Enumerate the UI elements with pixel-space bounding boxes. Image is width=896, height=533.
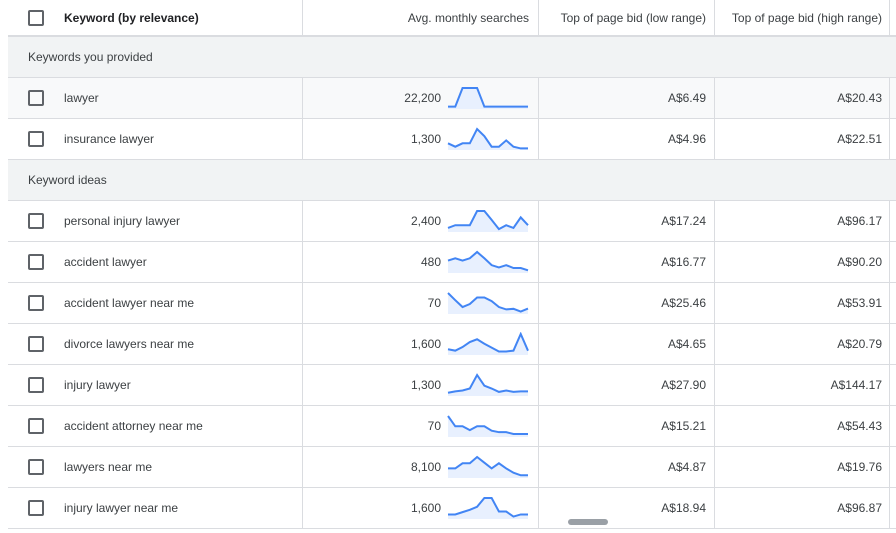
sparkline-area — [448, 129, 528, 150]
high-bid: A$20.43 — [715, 78, 890, 118]
avg-searches: 1,300 — [410, 132, 441, 146]
low-bid: A$6.49 — [539, 78, 715, 118]
sparkline-line — [447, 332, 529, 353]
trend-sparkline — [447, 127, 528, 150]
table-row[interactable]: injury lawyer 1,300 A$27.90 A$144.17 — [8, 365, 896, 406]
sparkline-area — [448, 293, 528, 314]
trend-sparkline — [448, 455, 528, 478]
keyword-text: divorce lawyers near me — [64, 337, 195, 351]
low-bid: A$17.24 — [539, 201, 715, 241]
sparkline-line — [447, 373, 528, 394]
low-bid: A$18.94 — [539, 488, 715, 528]
avg-searches: 1,600 — [410, 337, 441, 351]
group-header: Keywords you provided — [8, 37, 896, 78]
sparkline-area — [448, 457, 528, 478]
trend-sparkline — [447, 332, 529, 355]
sparkline-line — [447, 415, 528, 435]
low-bid: A$4.96 — [539, 119, 715, 159]
trend-sparkline — [448, 497, 528, 519]
avg-searches: 70 — [427, 419, 441, 433]
high-bid: A$53.91 — [715, 283, 890, 323]
sparkline-area — [448, 88, 528, 109]
table-row[interactable]: insurance lawyer 1,300 A$4.96 A$22.51 — [8, 119, 896, 160]
trend-sparkline — [447, 210, 529, 232]
trend-sparkline — [447, 415, 528, 437]
header-searches[interactable]: Avg. monthly searches — [303, 0, 539, 35]
row-checkbox[interactable] — [28, 90, 44, 106]
table-body: Keywords you provided lawyer 22,200 A$6.4… — [8, 37, 896, 529]
row-checkbox[interactable] — [28, 418, 44, 434]
sparkline-line — [447, 127, 528, 150]
row-checkbox[interactable] — [28, 377, 44, 393]
keyword-text: insurance lawyer — [64, 132, 155, 146]
sparkline-line — [448, 87, 528, 108]
keyword-text: accident attorney near me — [64, 419, 203, 433]
sparkline-line — [447, 210, 529, 231]
keyword-text: lawyer — [64, 91, 99, 105]
row-checkbox[interactable] — [28, 336, 44, 352]
low-bid: A$15.21 — [539, 406, 715, 446]
header-keyword[interactable]: Keyword (by relevance) — [64, 10, 199, 25]
avg-searches: 22,200 — [404, 91, 441, 105]
table-header: Keyword (by relevance) Avg. monthly sear… — [8, 0, 896, 37]
high-bid: A$54.43 — [715, 406, 890, 446]
high-bid: A$20.79 — [715, 324, 890, 364]
table-row[interactable]: divorce lawyers near me 1,600 A$4.65 A$2… — [8, 324, 896, 365]
avg-searches: 8,100 — [410, 460, 441, 474]
table-row[interactable]: lawyer 22,200 A$6.49 A$20.43 — [8, 78, 896, 119]
row-checkbox[interactable] — [28, 131, 44, 147]
row-checkbox[interactable] — [28, 213, 44, 229]
row-checkbox[interactable] — [28, 295, 44, 311]
table-row[interactable]: accident lawyer near me 70 A$25.46 A$53.… — [8, 283, 896, 324]
table-row[interactable]: personal injury lawyer 2,400 A$17.24 A$9… — [8, 201, 896, 242]
header-low-bid[interactable]: Top of page bid (low range) — [539, 0, 715, 35]
sparkline-line — [448, 455, 528, 477]
low-bid: A$4.65 — [539, 324, 715, 364]
low-bid: A$16.77 — [539, 242, 715, 282]
row-checkbox[interactable] — [28, 500, 44, 516]
keyword-text: lawyers near me — [64, 460, 153, 474]
high-bid: A$96.17 — [715, 201, 890, 241]
avg-searches: 2,400 — [410, 214, 441, 228]
high-bid: A$90.20 — [715, 242, 890, 282]
table-row[interactable]: accident lawyer 480 A$16.77 A$90.20 — [8, 242, 896, 283]
keyword-text: accident lawyer near me — [64, 296, 195, 310]
avg-searches: 70 — [427, 296, 441, 310]
table-row[interactable]: accident attorney near me 70 A$15.21 A$5… — [8, 406, 896, 447]
sparkline-area — [448, 416, 528, 437]
horizontal-scrollbar[interactable] — [568, 519, 608, 525]
trend-sparkline — [447, 250, 529, 273]
high-bid: A$96.87 — [715, 488, 890, 528]
keyword-text: accident lawyer — [64, 255, 147, 269]
sparkline-line — [447, 292, 529, 313]
keyword-text: injury lawyer near me — [64, 501, 179, 515]
group-header: Keyword ideas — [8, 160, 896, 201]
high-bid: A$19.76 — [715, 447, 890, 487]
select-all-checkbox[interactable] — [28, 9, 44, 26]
sparkline-line — [447, 250, 529, 272]
high-bid: A$22.51 — [715, 119, 890, 159]
low-bid: A$4.87 — [539, 447, 715, 487]
sparkline-area — [448, 375, 528, 396]
sparkline-area — [448, 334, 528, 355]
header-high-bid[interactable]: Top of page bid (high range) — [715, 0, 890, 35]
table-row[interactable]: lawyers near me 8,100 A$4.87 A$19.76 — [8, 447, 896, 488]
table-row[interactable]: injury lawyer near me 1,600 A$18.94 A$96… — [8, 488, 896, 529]
row-checkbox[interactable] — [28, 459, 44, 475]
keyword-text: injury lawyer — [64, 378, 131, 392]
trend-sparkline — [447, 292, 529, 314]
sparkline-line — [448, 497, 528, 518]
avg-searches: 1,300 — [410, 378, 441, 392]
avg-searches: 480 — [420, 255, 441, 269]
avg-searches: 1,600 — [410, 501, 441, 515]
low-bid: A$25.46 — [539, 283, 715, 323]
low-bid: A$27.90 — [539, 365, 715, 405]
keyword-table: Keyword (by relevance) Avg. monthly sear… — [8, 0, 896, 529]
keyword-text: personal injury lawyer — [64, 214, 181, 228]
trend-sparkline — [448, 87, 528, 109]
high-bid: A$144.17 — [715, 365, 890, 405]
trend-sparkline — [447, 373, 528, 396]
row-checkbox[interactable] — [28, 254, 44, 270]
